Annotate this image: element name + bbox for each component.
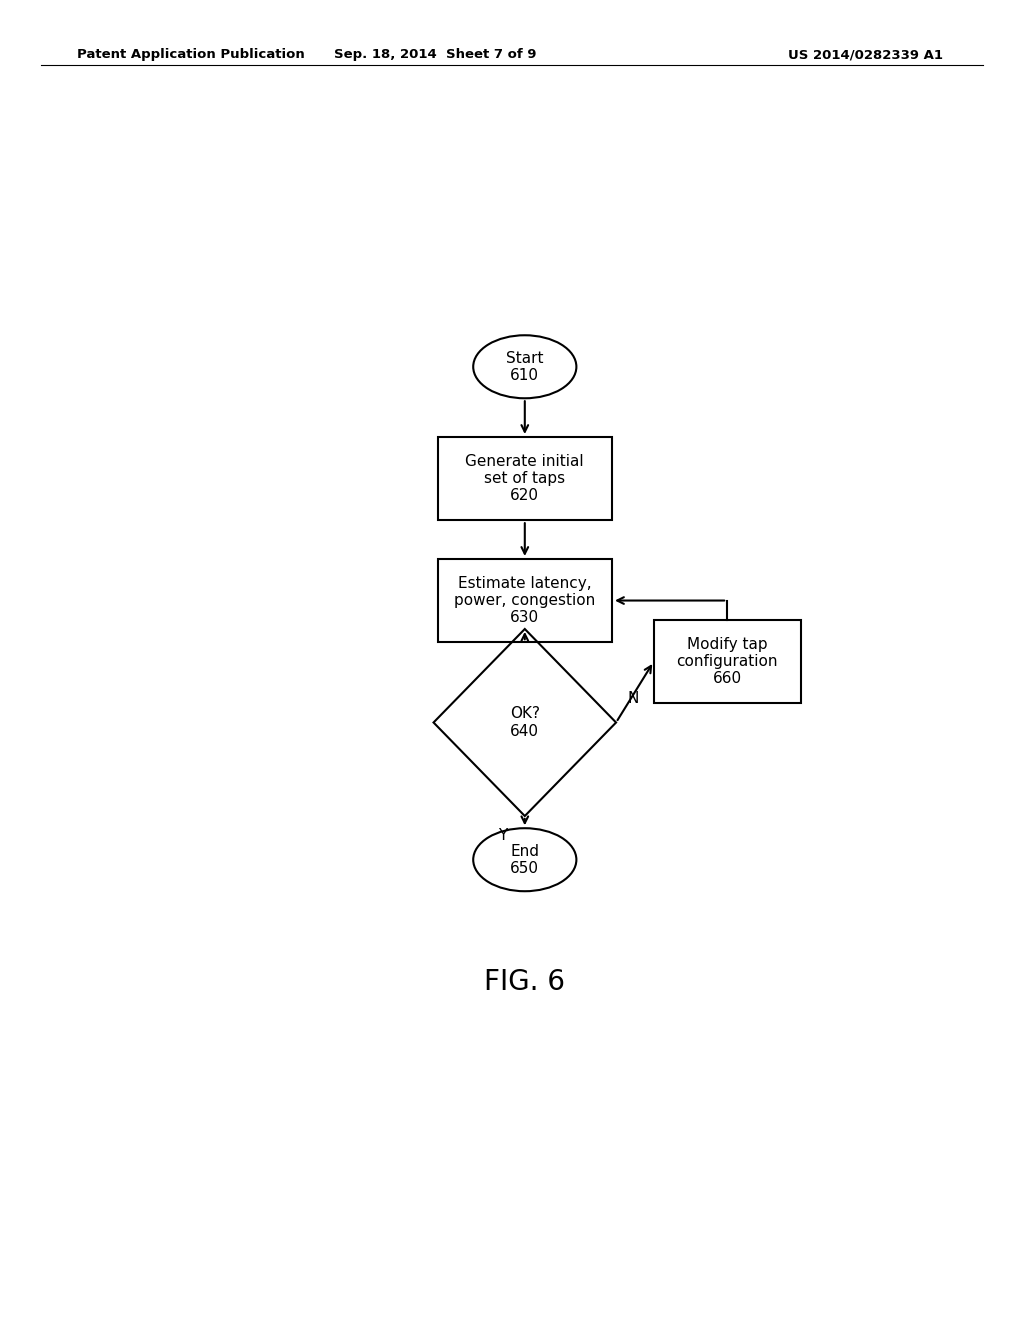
Text: Patent Application Publication: Patent Application Publication — [77, 49, 304, 61]
Text: Sep. 18, 2014  Sheet 7 of 9: Sep. 18, 2014 Sheet 7 of 9 — [334, 49, 537, 61]
Text: Modify tap
configuration
660: Modify tap configuration 660 — [677, 636, 778, 686]
Text: Y: Y — [498, 828, 507, 843]
Text: US 2014/0282339 A1: US 2014/0282339 A1 — [787, 49, 943, 61]
Text: End
650: End 650 — [510, 843, 540, 876]
Bar — [653, 620, 801, 704]
Text: Start
610: Start 610 — [506, 351, 544, 383]
Text: OK?
640: OK? 640 — [510, 706, 540, 739]
Text: Generate initial
set of taps
620: Generate initial set of taps 620 — [466, 454, 584, 503]
Bar — [437, 437, 612, 520]
Text: Estimate latency,
power, congestion
630: Estimate latency, power, congestion 630 — [455, 576, 595, 626]
Text: N: N — [628, 692, 639, 706]
Bar — [437, 558, 612, 643]
Text: FIG. 6: FIG. 6 — [484, 968, 565, 995]
